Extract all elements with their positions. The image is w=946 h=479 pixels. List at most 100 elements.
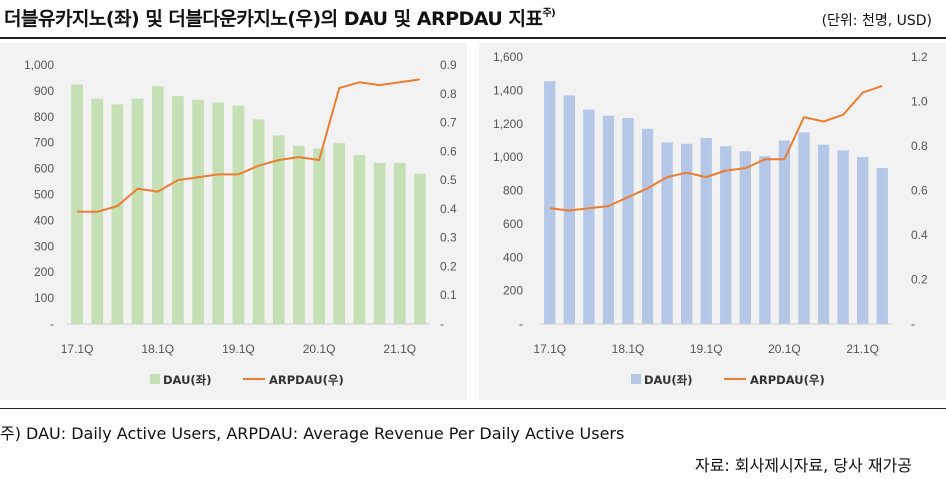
dau-bar (622, 117, 634, 324)
dau-bar (837, 150, 849, 324)
dau-bar (544, 81, 556, 325)
dau-bar (393, 162, 406, 324)
y-left-tick-label: - (519, 317, 523, 331)
y-right-tick-label: 0.6 (440, 144, 457, 158)
y-right-tick-label: 0.4 (911, 228, 928, 242)
y-right-tick-label: 1.2 (911, 50, 928, 64)
dau-bar (313, 148, 325, 324)
page-title: 더블유카지노(좌) 및 더블다운카지노(우)의 DAU 및 ARPDAU 지표주… (4, 4, 556, 31)
dau-bar (333, 143, 346, 324)
y-right-tick-label: 1.0 (911, 95, 928, 109)
dau-bar (252, 119, 265, 324)
x-tick-label: 21.1Q (383, 342, 416, 356)
x-tick-label: 21.1Q (846, 342, 879, 356)
dau-bar (414, 173, 426, 324)
footnote: 주) DAU: Daily Active Users, ARPDAU: Aver… (0, 424, 625, 443)
y-right-tick-label: - (440, 317, 444, 331)
y-left-tick-label: 800 (34, 110, 54, 124)
dau-bar (192, 99, 204, 325)
y-right-tick-label: 0.7 (440, 116, 457, 130)
dau-bar (353, 155, 366, 324)
top-rule (0, 37, 946, 39)
y-left-tick-label: 1,000 (24, 58, 54, 72)
chart-panel-left: - 100 200 300 400 500 600 700 800 900 1,000 - 0.1 0.2… (0, 43, 467, 400)
dau-bar (602, 115, 615, 325)
dau-bar (111, 104, 124, 324)
legend-dau-label: DAU(좌) (644, 373, 693, 387)
dau-bar (680, 143, 693, 324)
y-left-tick-label: 600 (503, 217, 523, 231)
y-left-tick-label: 1,000 (493, 150, 523, 164)
y-left-tick-label: 100 (34, 291, 54, 305)
y-left-tick-label: 800 (503, 184, 523, 198)
x-tick-label: 20.1Q (768, 342, 801, 356)
y-right-tick-label: 0.4 (440, 202, 457, 216)
y-left-tick-label: 500 (34, 188, 54, 202)
y-left-tick-label: - (50, 317, 54, 331)
dau-bar (172, 96, 184, 324)
dau-bar (131, 98, 144, 324)
y-right-tick-label: - (911, 317, 915, 331)
x-tick-label: 18.1Q (612, 342, 645, 356)
y-left-tick-label: 600 (34, 162, 54, 176)
y-right-tick-label: 0.3 (440, 231, 457, 245)
chart-w-casino: - 100 200 300 400 500 600 700 800 900 1,000 - 0.1 0.2… (24, 58, 457, 387)
y-right-tick-label: 0.6 (911, 184, 928, 198)
chart-panel-right: - 200 400 600 800 1,000 1,200 1,400 1,600 - 0.2 0.4… (479, 43, 946, 400)
y-left-tick-label: 200 (503, 284, 523, 298)
dau-bar (700, 137, 712, 324)
dau-bar (798, 132, 810, 324)
title-text: 더블유카지노(좌) 및 더블다운카지노(우)의 DAU 및 ARPDAU 지표 (4, 8, 543, 30)
legend-dau-label: DAU(좌) (163, 373, 212, 387)
dau-bar (720, 146, 732, 324)
title-footnote-mark: 주) (542, 7, 556, 19)
y-right-tick-label: 0.9 (440, 58, 457, 72)
y-left-tick-label: 1,400 (493, 83, 523, 97)
dau-bar (876, 167, 888, 324)
y-right-tick-label: 0.8 (911, 139, 928, 153)
dau-bar (212, 102, 225, 325)
legend-arpdau-label: ARPDAU(우) (750, 373, 825, 387)
chart-doubledown-casino: - 200 400 600 800 1,000 1,200 1,400 1,600 - 0.2 0.4… (493, 50, 928, 387)
y-left-tick-label: 300 (34, 239, 54, 253)
x-tick-label: 20.1Q (303, 342, 336, 356)
y-right-tick-label: 0.5 (440, 173, 457, 187)
dau-bar (856, 157, 869, 324)
legend-bar-swatch (150, 374, 160, 384)
y-right-tick-label: 0.2 (440, 259, 457, 273)
dau-bar (817, 144, 830, 324)
y-left-tick-label: 1,200 (493, 117, 523, 131)
x-tick-label: 19.1Q (222, 342, 255, 356)
x-tick-label: 19.1Q (690, 342, 723, 356)
dau-bar (272, 135, 285, 324)
bottom-rule (0, 408, 946, 409)
x-tick-label: 18.1Q (141, 342, 174, 356)
x-tick-label: 17.1Q (533, 342, 566, 356)
dau-bar (641, 128, 654, 324)
unit-label: (단위: 천명, USD) (821, 13, 932, 29)
source-note: 자료: 회사제시자료, 당사 재가공 (694, 456, 912, 475)
y-left-tick-label: 400 (34, 213, 54, 227)
dau-bar (661, 142, 673, 324)
dau-bar (71, 84, 83, 324)
dau-bar (373, 162, 386, 324)
y-right-tick-label: 0.1 (440, 288, 457, 302)
arpdau-line (77, 78, 421, 213)
dau-bar (151, 86, 164, 324)
arpdau-line (549, 84, 883, 212)
y-right-tick-label: 0.8 (440, 87, 457, 101)
dau-bar (293, 145, 305, 324)
dau-bar (759, 156, 771, 324)
legend-arpdau-label: ARPDAU(우) (269, 373, 344, 387)
y-left-tick-label: 400 (503, 250, 523, 264)
dau-bar (232, 105, 245, 324)
dau-bar (739, 151, 752, 324)
dau-bar (583, 109, 595, 324)
y-left-tick-label: 700 (34, 136, 54, 150)
y-left-tick-label: 200 (34, 265, 54, 279)
y-right-tick-label: 0.2 (911, 273, 928, 287)
y-left-tick-label: 1,600 (493, 50, 523, 64)
dau-bar (778, 140, 791, 324)
legend-bar-swatch (631, 374, 641, 384)
x-tick-label: 17.1Q (61, 342, 94, 356)
